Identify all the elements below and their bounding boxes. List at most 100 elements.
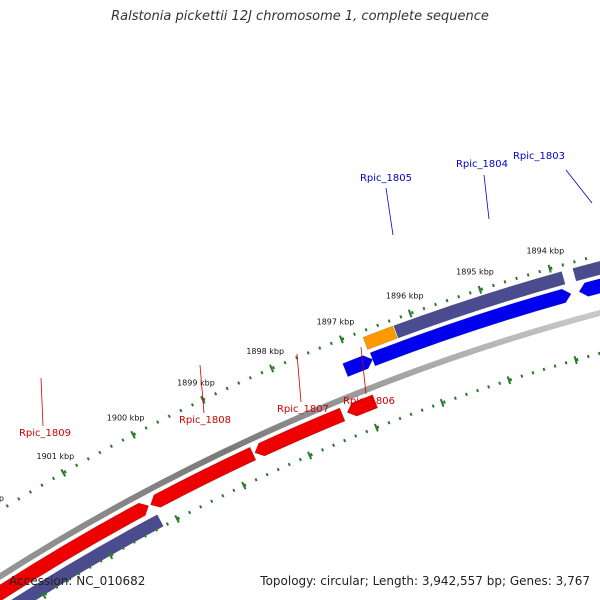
minor-tick xyxy=(55,585,59,589)
tick-1897-kbp: 1897 kbp xyxy=(317,318,355,327)
gene-arrow-rpic-1805[interactable] xyxy=(342,355,374,377)
minor-tick xyxy=(287,462,291,467)
major-tick xyxy=(439,398,445,407)
minor-tick xyxy=(453,396,457,400)
minor-tick xyxy=(99,558,103,563)
minor-tick xyxy=(121,438,125,442)
minor-tick xyxy=(98,450,102,455)
minor-tick xyxy=(431,404,435,408)
minor-tick xyxy=(188,510,192,515)
gene-arrow-rpic-1803[interactable] xyxy=(578,276,600,297)
minor-tick xyxy=(434,302,437,307)
gene-label-rpic-1803[interactable]: Rpic_1803 xyxy=(513,151,565,162)
minor-tick xyxy=(387,319,391,323)
minor-tick xyxy=(165,522,170,526)
minor-tick xyxy=(498,381,502,385)
minor-tick xyxy=(354,434,358,438)
minor-tick xyxy=(176,516,181,521)
tick-1899-kbp: 1899 kbp xyxy=(177,378,215,387)
minor-tick xyxy=(387,421,391,425)
cds-block-rpic-1809[interactable] xyxy=(0,514,164,600)
gene-label-rpic-1805[interactable]: Rpic_1805 xyxy=(360,173,412,184)
major-tick xyxy=(40,591,47,600)
minor-tick xyxy=(232,488,236,493)
minor-tick xyxy=(260,370,264,375)
rna-block-rpic-1805[interactable] xyxy=(362,325,398,350)
length-value: 3,942,557 bp xyxy=(421,574,502,588)
tick-1896-kbp: 1896 kbp xyxy=(386,291,424,300)
minor-tick xyxy=(309,452,313,457)
minor-tick xyxy=(28,490,33,494)
leader-line xyxy=(199,364,205,414)
minor-tick xyxy=(121,546,125,550)
minor-tick xyxy=(584,256,588,261)
gene-arrow-rpic-1808[interactable] xyxy=(150,446,257,508)
major-tick xyxy=(174,514,180,523)
minor-tick xyxy=(298,457,302,462)
minor-tick xyxy=(445,298,449,303)
minor-tick xyxy=(154,528,158,532)
minor-tick xyxy=(75,463,79,468)
minor-tick xyxy=(271,365,275,370)
minor-tick xyxy=(586,354,590,359)
minor-tick xyxy=(364,327,368,332)
gene-label-rpic-1806[interactable]: Rpic_1806 xyxy=(343,396,395,407)
gene-arrow-rpic-1809[interactable] xyxy=(0,502,149,600)
gene-arrow-rpic-1806[interactable] xyxy=(346,394,379,417)
tick-1902-kbp: 1902 kbp xyxy=(0,494,4,503)
major-tick xyxy=(407,309,413,318)
leader-line xyxy=(40,377,44,427)
minor-tick xyxy=(225,386,229,391)
minor-tick xyxy=(179,408,183,413)
minor-tick xyxy=(132,540,136,544)
accession-label: Accession: xyxy=(9,574,73,588)
gene-arrow-rpic-1804[interactable] xyxy=(369,288,572,367)
minor-tick xyxy=(202,397,206,402)
major-tick xyxy=(241,481,247,490)
minor-tick xyxy=(332,443,336,447)
gene-label-rpic-1804[interactable]: Rpic_1804 xyxy=(456,159,508,170)
minor-tick xyxy=(143,534,147,538)
major-tick xyxy=(130,430,136,439)
minor-tick xyxy=(376,425,380,429)
minor-tick xyxy=(329,341,333,346)
gene-label-rpic-1809[interactable]: Rpic_1809 xyxy=(19,428,71,439)
minor-tick xyxy=(442,400,446,404)
minor-tick xyxy=(132,432,137,436)
minor-tick xyxy=(343,438,347,443)
minor-tick xyxy=(5,504,9,508)
minor-tick xyxy=(40,483,44,487)
minor-tick xyxy=(553,364,557,368)
minor-tick xyxy=(17,497,21,501)
major-tick xyxy=(547,264,552,273)
topology-label: Topology: xyxy=(260,574,317,588)
gene-arrow-rpic-1807[interactable] xyxy=(254,407,346,457)
minor-tick xyxy=(63,470,67,474)
minor-tick xyxy=(573,260,576,264)
minor-tick xyxy=(320,448,324,452)
minor-tick xyxy=(254,477,258,482)
minor-tick xyxy=(468,291,472,295)
minor-tick xyxy=(243,483,247,487)
minor-tick xyxy=(77,571,81,576)
minor-tick xyxy=(283,360,287,365)
accession-info: Accession: NC_010682 xyxy=(9,574,145,588)
tick-1900-kbp: 1900 kbp xyxy=(107,414,145,423)
cds-block-rpic-1803[interactable] xyxy=(572,259,600,282)
minor-tick xyxy=(480,287,484,291)
tick-1898-kbp: 1898 kbp xyxy=(246,347,284,356)
leader-line xyxy=(360,346,367,395)
gene-label-rpic-1808[interactable]: Rpic_1808 xyxy=(179,415,231,426)
minor-tick xyxy=(575,357,579,362)
cds-block-rpic-1804[interactable] xyxy=(393,271,566,339)
gene-label-rpic-1807[interactable]: Rpic_1807 xyxy=(277,404,329,415)
major-tick xyxy=(573,355,578,365)
major-tick xyxy=(107,551,114,560)
minor-tick xyxy=(476,388,479,393)
minor-tick xyxy=(341,336,345,341)
major-tick xyxy=(60,468,67,477)
minor-tick xyxy=(399,315,403,319)
major-tick xyxy=(506,376,512,385)
major-tick xyxy=(269,364,275,373)
tick-1895-kbp: 1895 kbp xyxy=(456,268,494,277)
